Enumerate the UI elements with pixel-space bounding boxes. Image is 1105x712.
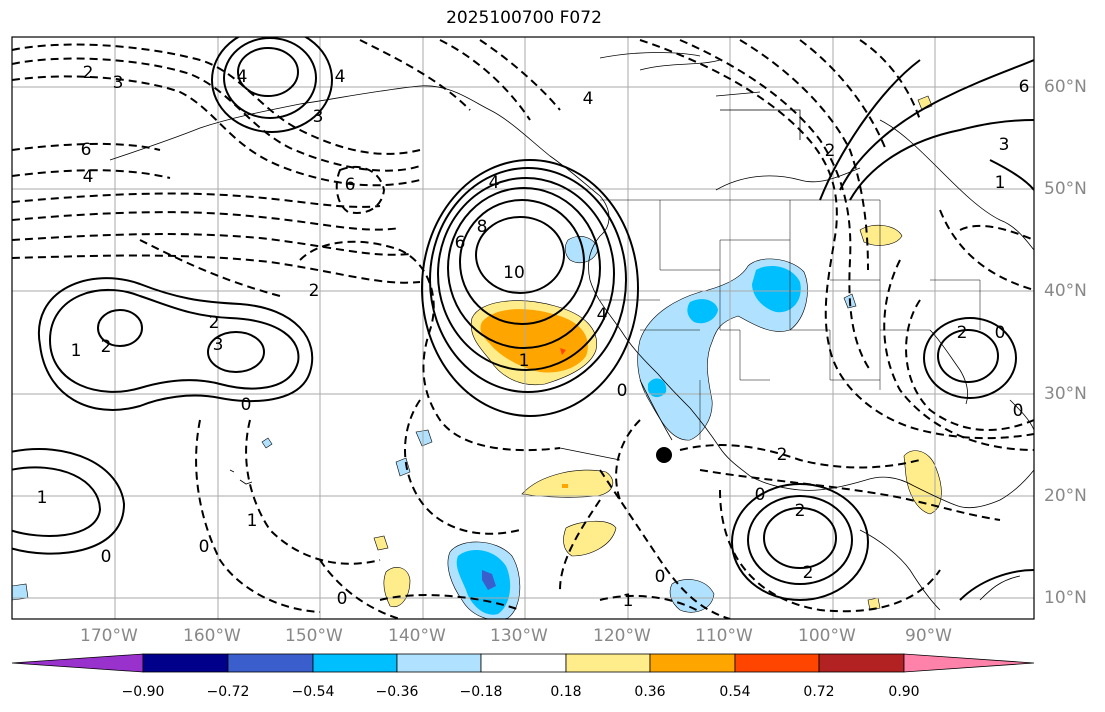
contour-label: 0 [655, 567, 666, 587]
contour-label: 4 [583, 89, 594, 109]
lon-label: 120°W [593, 626, 651, 646]
dashed-contours [12, 39, 1034, 619]
contour-label: 2 [83, 63, 94, 83]
contour-label: 0 [337, 589, 348, 609]
lon-label: 130°W [490, 626, 548, 646]
borders [600, 199, 981, 440]
colorbar-tick: 0.54 [719, 684, 751, 700]
lat-label: 20°N [1044, 486, 1087, 506]
colorbar-tick: −0.72 [206, 684, 250, 700]
contour-label: 1 [519, 351, 530, 371]
lat-label: 50°N [1044, 179, 1087, 199]
contour-label: 1 [37, 488, 48, 508]
contour-label: 2 [209, 313, 220, 333]
contour-label: 2 [957, 323, 968, 343]
contour-label: 2 [825, 141, 836, 161]
negative-anomaly-core-2 [687, 299, 718, 324]
contour-label: 4 [83, 167, 94, 187]
contour-label: 0 [101, 547, 112, 567]
contour-label: 1 [623, 591, 634, 611]
contour-label: 2 [803, 563, 814, 583]
contour-label: 3 [213, 335, 224, 355]
lon-label: 140°W [388, 626, 446, 646]
shaded-field [12, 95, 942, 619]
colorbar-tick: 0.18 [550, 684, 582, 700]
colorbar-tick: −0.18 [459, 684, 503, 700]
lon-label: 100°W [798, 626, 856, 646]
positive-anomaly-core [480, 309, 588, 373]
contour-label: 1 [71, 341, 82, 361]
contour-label: 1 [995, 173, 1006, 193]
lat-label: 30°N [1044, 384, 1087, 404]
contour-label: 6 [345, 175, 356, 195]
location-marker [656, 447, 672, 463]
contour-label: 0 [241, 395, 252, 415]
negative-anomaly-nw [564, 236, 599, 263]
lon-label: 90°W [905, 626, 952, 646]
contour-label: 0 [755, 485, 766, 505]
contour-label: 4 [335, 67, 346, 87]
graticule [12, 37, 1034, 619]
contour-label: 4 [489, 173, 500, 193]
lat-label: 10°N [1044, 588, 1087, 608]
map-title: 2025100700 F072 [446, 8, 602, 28]
colorbar-tick: 0.72 [803, 684, 835, 700]
colorbar-extend-high [903, 653, 1035, 673]
lon-label: 150°W [285, 626, 343, 646]
contour-labels: 2 3 4 6 4 4 3 6 4 6 8 10 4 2 2 2 3 1 1 0… [37, 63, 1030, 611]
lat-label: 60°N [1044, 77, 1087, 97]
positive-anomaly-peak [560, 348, 566, 355]
colorbar-tick: 0.90 [888, 684, 920, 700]
contour-label: 1 [247, 511, 258, 531]
negative-anomaly-core-3 [648, 378, 667, 398]
contour-label: 6 [81, 140, 92, 160]
contour-label: 3 [113, 73, 124, 93]
contour-label: 6 [455, 233, 466, 253]
contour-label: 4 [237, 67, 248, 87]
colorbar [11, 653, 1035, 673]
contour-label: 2 [795, 501, 806, 521]
contour-label: 2 [309, 281, 320, 301]
lon-label: 110°W [695, 626, 753, 646]
tropical-negative-peak [482, 570, 496, 590]
lon-label: 170°W [80, 626, 138, 646]
colorbar-tick: −0.36 [375, 684, 419, 700]
colorbar-extend-low [11, 653, 144, 673]
contour-label: 2 [777, 445, 788, 465]
contour-label: 10 [503, 263, 525, 283]
negative-anomaly-core-1 [752, 266, 801, 313]
map-frame [11, 36, 1035, 620]
colorbar-tick: −0.90 [121, 684, 165, 700]
contour-label: 4 [597, 305, 608, 325]
contour-label: 0 [617, 381, 628, 401]
lon-label: 160°W [183, 626, 241, 646]
contour-label: 3 [313, 107, 324, 127]
contour-label: 8 [477, 217, 488, 237]
contour-label: 0 [199, 537, 210, 557]
contour-label: 0 [1013, 401, 1024, 421]
colorbar-tick: 0.36 [634, 684, 666, 700]
colorbar-tick: −0.54 [291, 684, 335, 700]
contour-label: 3 [999, 135, 1010, 155]
contour-label: 2 [101, 337, 112, 357]
contour-label: 6 [1019, 77, 1030, 97]
contour-label: 0 [995, 323, 1006, 343]
solid-contours [12, 37, 1034, 601]
lat-label: 40°N [1044, 281, 1087, 301]
